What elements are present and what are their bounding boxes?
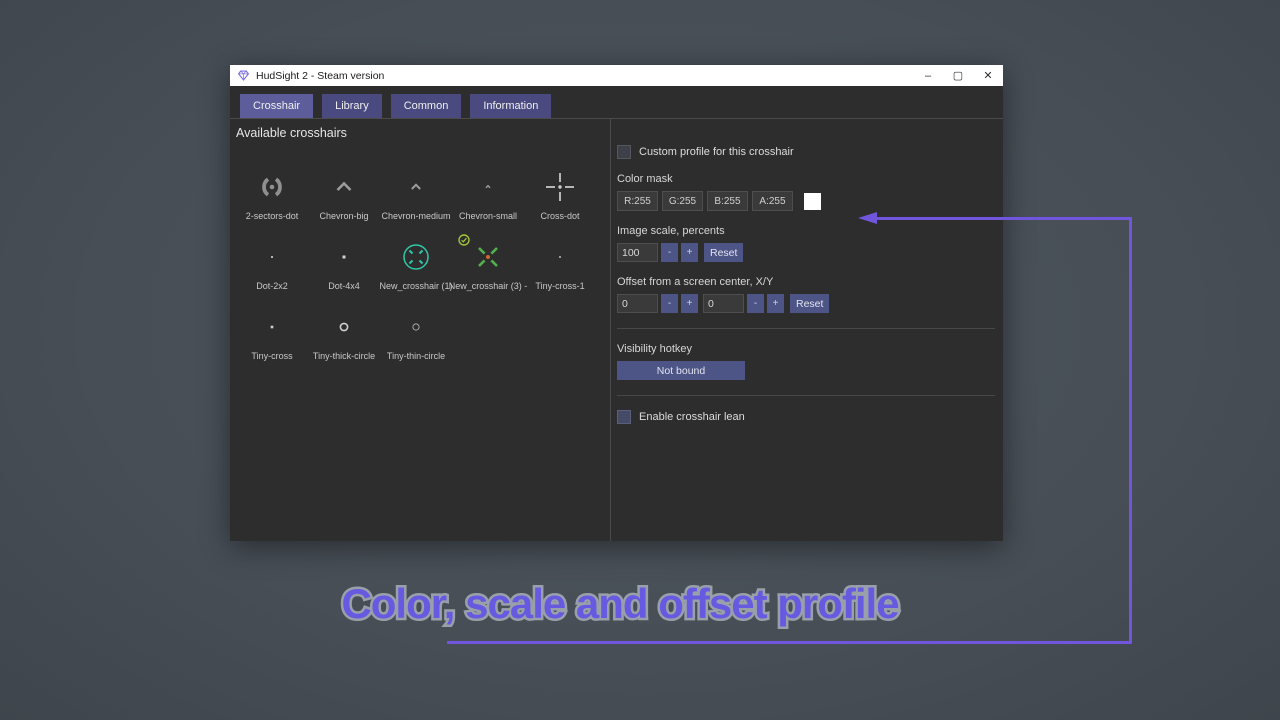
- crosshair-item-label: Cross-dot: [540, 211, 580, 221]
- scale-increment-button[interactable]: +: [681, 243, 698, 262]
- tiny-thin-circle-icon: [400, 302, 432, 351]
- crosshair-gallery-pane: Available crosshairs 2-sectors-dot: [230, 119, 611, 541]
- offset-y-input[interactable]: [703, 294, 744, 313]
- section-divider: [617, 395, 995, 396]
- crosshair-item-label: 2-sectors-dot: [245, 211, 299, 221]
- dot-2x2-icon: [256, 232, 288, 281]
- new-crosshair-1-icon: [400, 232, 432, 281]
- crosshair-item-dot-4x4[interactable]: Dot-4x4: [308, 232, 380, 302]
- tabs-divider: [230, 118, 1003, 119]
- offset-reset-button[interactable]: Reset: [790, 294, 830, 313]
- image-scale-input[interactable]: [617, 243, 658, 262]
- app-window: HudSight 2 - Steam version – ▢ ✕ Crossha…: [230, 65, 1003, 541]
- maximize-icon[interactable]: ▢: [952, 70, 964, 82]
- crosshair-item-label: New_crosshair (3) -: [448, 281, 528, 291]
- color-mask-row: R:255 G:255 B:255 A:255: [617, 191, 1003, 211]
- annotation-right-line: [1129, 217, 1132, 644]
- crosshair-item-chevron-medium[interactable]: Chevron-medium: [380, 162, 452, 232]
- tab-library[interactable]: Library: [322, 94, 382, 118]
- blue-channel-button[interactable]: B:255: [707, 191, 748, 211]
- crosshair-item-label: Tiny-thin-circle: [386, 351, 446, 361]
- crosshair-item-label: Tiny-thick-circle: [312, 351, 376, 361]
- offset-label: Offset from a screen center, X/Y: [617, 276, 774, 288]
- tiny-dot-icon: [544, 232, 576, 281]
- crosshair-item-2-sectors-dot[interactable]: 2-sectors-dot: [236, 162, 308, 232]
- color-mask-label: Color mask: [617, 173, 673, 185]
- green-channel-button[interactable]: G:255: [662, 191, 703, 211]
- tab-crosshair[interactable]: Crosshair: [240, 94, 314, 118]
- crosshair-item-dot-2x2[interactable]: Dot-2x2: [236, 232, 308, 302]
- annotation-caption-text: Color, scale and offset profile: [341, 580, 899, 627]
- crosshair-item-tiny-cross[interactable]: Tiny-cross: [236, 302, 308, 372]
- annotation-arrowhead: [858, 212, 877, 224]
- red-channel-button[interactable]: R:255: [617, 191, 658, 211]
- crosshair-item-label: New_crosshair (1): [379, 281, 453, 291]
- offset-y-increment-button[interactable]: +: [767, 294, 784, 313]
- chevron-small-icon: [472, 162, 504, 211]
- tiny-cross-icon: [256, 302, 288, 351]
- cross-dot-icon: [543, 162, 577, 211]
- crosshair-item-new-crosshair-3[interactable]: New_crosshair (3) -: [449, 232, 527, 302]
- annotation-caption-outline: Color, scale and offset profile: [339, 578, 902, 630]
- close-icon[interactable]: ✕: [983, 70, 993, 82]
- crosshair-item-label: Chevron-medium: [381, 211, 451, 221]
- crosshair-lean-label: Enable crosshair lean: [639, 411, 745, 423]
- offset-x-decrement-button[interactable]: -: [661, 294, 678, 313]
- titlebar: HudSight 2 - Steam version – ▢ ✕: [230, 65, 1003, 86]
- tab-information[interactable]: Information: [470, 94, 552, 118]
- crosshair-item-label: Chevron-small: [458, 211, 518, 221]
- alpha-channel-button[interactable]: A:255: [752, 191, 793, 211]
- color-swatch[interactable]: [804, 192, 821, 210]
- tab-common[interactable]: Common: [390, 94, 462, 118]
- applied-check-icon: [458, 234, 470, 246]
- crosshair-item-label: Dot-2x2: [256, 281, 288, 291]
- crosshair-item-label: Tiny-cross-1: [535, 281, 585, 291]
- section-divider: [617, 328, 995, 329]
- chevron-big-icon: [328, 162, 360, 211]
- crosshair-item-chevron-small[interactable]: Chevron-small: [452, 162, 524, 232]
- offset-y-decrement-button[interactable]: -: [747, 294, 764, 313]
- scale-reset-button[interactable]: Reset: [704, 243, 744, 262]
- crosshair-item-label: Dot-4x4: [328, 281, 360, 291]
- custom-profile-checkbox[interactable]: [617, 145, 631, 159]
- crosshair-item-label: Tiny-cross: [251, 351, 293, 361]
- image-scale-label: Image scale, percents: [617, 225, 725, 237]
- crosshair-grid: 2-sectors-dot Chevron-big: [236, 162, 610, 372]
- offset-row: - + - + Reset: [617, 294, 1003, 313]
- tab-bar: Crosshair Library Common Information: [240, 94, 1003, 118]
- crosshair-lean-checkbox[interactable]: [617, 410, 631, 424]
- crosshair-item-cross-dot[interactable]: Cross-dot: [524, 162, 596, 232]
- offset-x-input[interactable]: [617, 294, 658, 313]
- crosshair-item-tiny-thin-circle[interactable]: Tiny-thin-circle: [380, 302, 452, 372]
- hudsight-logo-icon: [237, 69, 250, 82]
- visibility-hotkey-label: Visibility hotkey: [617, 343, 692, 355]
- annotation-caption: Color, scale and offset profile Color, s…: [300, 578, 940, 630]
- scale-decrement-button[interactable]: -: [661, 243, 678, 262]
- annotation-bottom-line: [447, 641, 1132, 644]
- dot-4x4-icon: [328, 232, 360, 281]
- annotation-arrow-line: [876, 217, 1131, 220]
- window-title: HudSight 2 - Steam version: [256, 69, 385, 82]
- hotkey-bind-button[interactable]: Not bound: [617, 361, 745, 380]
- image-scale-row: - + Reset: [617, 243, 1003, 262]
- crosshair-item-tiny-cross-1[interactable]: Tiny-cross-1: [524, 232, 596, 302]
- tiny-thick-circle-icon: [328, 302, 360, 351]
- minimize-icon[interactable]: –: [924, 69, 932, 82]
- crosshair-item-tiny-thick-circle[interactable]: Tiny-thick-circle: [308, 302, 380, 372]
- crosshair-item-chevron-big[interactable]: Chevron-big: [308, 162, 380, 232]
- gallery-heading: Available crosshairs: [236, 126, 347, 140]
- two-sectors-dot-icon: [256, 162, 288, 211]
- crosshair-item-label: Chevron-big: [319, 211, 369, 221]
- profile-settings-pane: Custom profile for this crosshair Color …: [611, 119, 1003, 541]
- crosshair-item-new-crosshair-1[interactable]: New_crosshair (1): [379, 232, 453, 302]
- chevron-medium-icon: [400, 162, 432, 211]
- offset-x-increment-button[interactable]: +: [681, 294, 698, 313]
- new-crosshair-3-icon: [472, 232, 504, 281]
- custom-profile-label: Custom profile for this crosshair: [639, 146, 794, 158]
